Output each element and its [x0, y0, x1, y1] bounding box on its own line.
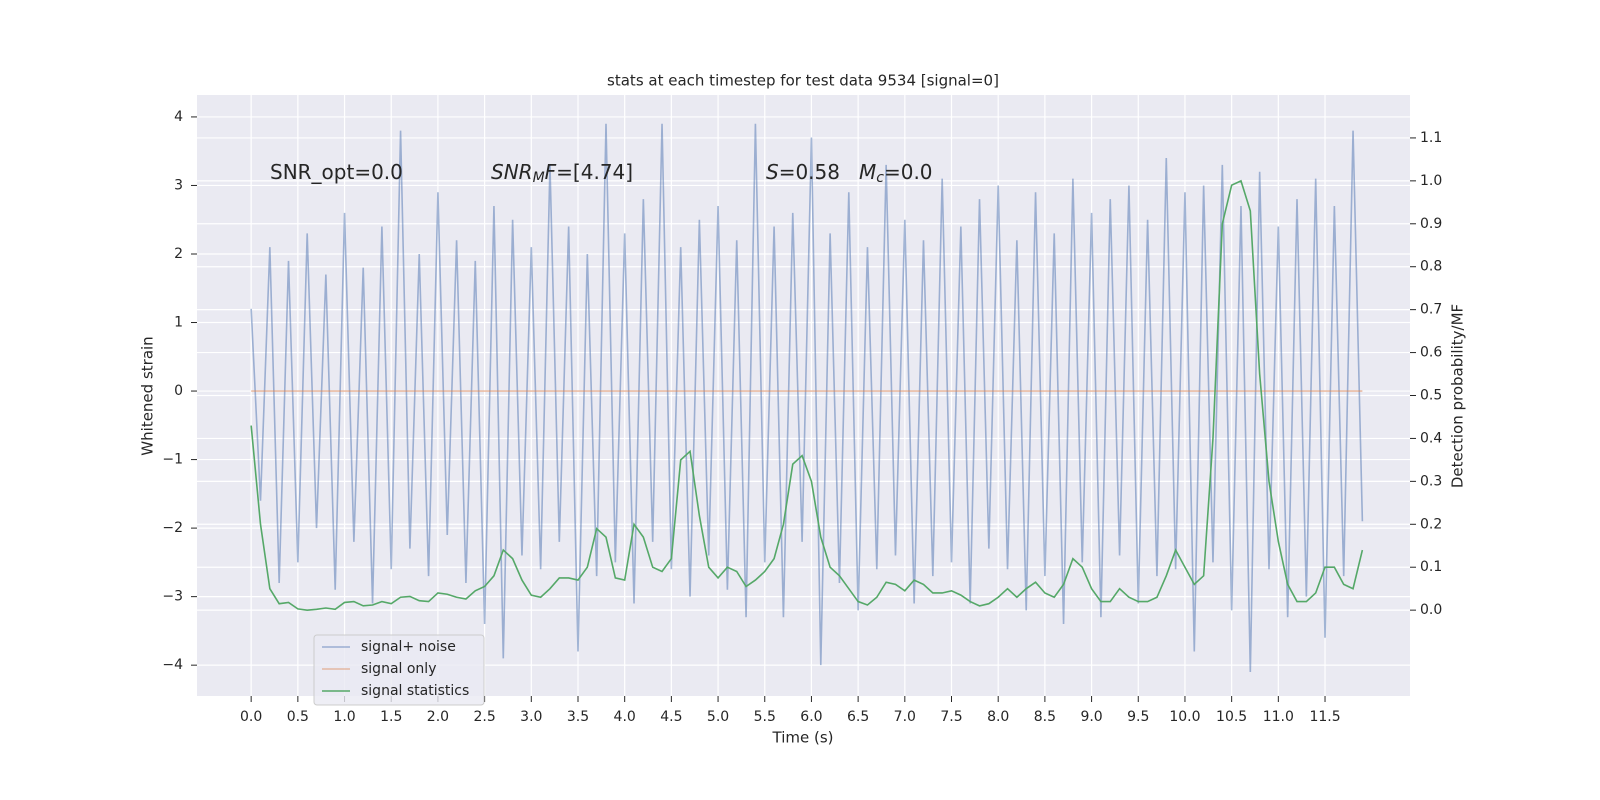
annotation: SNR_opt=0.0	[270, 160, 403, 184]
x-tick-label: 0.5	[287, 709, 309, 725]
y-tick-label: 1	[174, 315, 183, 331]
y2-tick-label: 0.2	[1420, 516, 1442, 532]
x-tick-label: 2.5	[473, 709, 495, 725]
annotation-part: M	[859, 160, 876, 184]
annotation-part: =0.58	[779, 160, 840, 184]
x-tick-label: 9.5	[1127, 709, 1149, 725]
y-tick-label: −1	[162, 452, 183, 468]
x-tick-label: 0.0	[240, 709, 262, 725]
y2-tick-label: 0.1	[1420, 559, 1442, 575]
series-line	[250, 123, 1364, 673]
x-tick-label: 8.5	[1034, 709, 1056, 725]
series-line	[250, 179, 1364, 611]
y-tick-label: −2	[162, 520, 183, 536]
y2-tick-label: 1.1	[1420, 130, 1442, 146]
y-tick-label: −3	[162, 589, 183, 605]
x-tick-label: 1.0	[333, 709, 355, 725]
annotation-part: c	[876, 170, 884, 186]
x-tick-label: 6.5	[847, 709, 869, 725]
annotation: S=0.58	[766, 160, 840, 184]
y2-tick-label: 0.3	[1420, 473, 1442, 489]
x-axis-label: Time (s)	[772, 729, 834, 747]
x-tick-label: 1.5	[380, 709, 402, 725]
annotation: SNRMF=[4.74]	[491, 160, 633, 187]
y2-tick-label: 0.5	[1420, 388, 1442, 404]
y2-tick-label: 0.8	[1420, 259, 1442, 275]
y2-tick-label: 0.7	[1420, 302, 1442, 318]
annotation-part: =[4.74]	[556, 160, 633, 184]
x-tick-label: 2.0	[427, 709, 449, 725]
annotation-part: =0.0	[884, 160, 933, 184]
x-tick-label: 5.0	[707, 709, 729, 725]
y-axis-label: Whitened strain	[139, 336, 157, 455]
x-tick-label: 4.0	[614, 709, 636, 725]
y2-tick-label: 1.0	[1420, 173, 1442, 189]
y-tick-label: 2	[174, 246, 183, 262]
x-tick-label: 8.0	[987, 709, 1009, 725]
annotation-part: SNR_opt=0.0	[270, 160, 403, 184]
x-tick-label: 4.5	[660, 709, 682, 725]
x-tick-label: 10.5	[1216, 709, 1247, 725]
legend-box	[313, 634, 485, 706]
x-tick-label: 3.5	[567, 709, 589, 725]
annotation-part: SNR	[491, 160, 533, 184]
x-tick-label: 9.0	[1080, 709, 1102, 725]
y-tick-label: 3	[174, 177, 183, 193]
x-tick-label: 7.5	[940, 709, 962, 725]
x-tick-label: 7.0	[894, 709, 916, 725]
legend-label: signal statistics	[361, 683, 469, 699]
y2-tick-label: 0.0	[1420, 602, 1442, 618]
x-tick-label: 11.5	[1309, 709, 1340, 725]
annotation: Mc=0.0	[859, 160, 933, 187]
x-tick-label: 3.0	[520, 709, 542, 725]
x-tick-label: 5.5	[754, 709, 776, 725]
y2-tick-label: 0.6	[1420, 345, 1442, 361]
x-tick-label: 11.0	[1263, 709, 1294, 725]
legend-label: signal only	[361, 661, 436, 677]
legend-label: signal+ noise	[361, 639, 456, 655]
y2-tick-label: 0.4	[1420, 430, 1442, 446]
y-tick-label: 0	[174, 383, 183, 399]
chart-title: stats at each timestep for test data 953…	[607, 72, 999, 90]
y-tick-label: −4	[162, 657, 183, 673]
x-tick-label: 6.0	[800, 709, 822, 725]
y-tick-label: 4	[174, 109, 183, 125]
x-tick-label: 10.0	[1169, 709, 1200, 725]
y2-tick-label: 0.9	[1420, 216, 1442, 232]
annotation-part: M	[533, 170, 545, 186]
y2-axis-label: Detection probability/MF	[1449, 304, 1467, 488]
annotation-part: S	[766, 160, 779, 184]
annotation-part: F	[545, 160, 557, 184]
